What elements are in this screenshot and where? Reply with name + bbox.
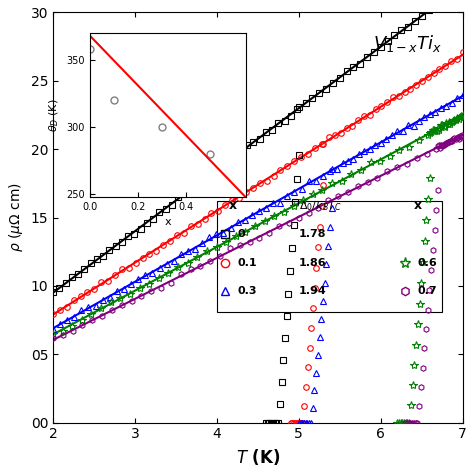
Text: 0.3: 0.3 [237,286,257,296]
Bar [217,201,442,312]
Text: x: x [413,200,422,212]
Text: 1.86: 1.86 [299,258,327,268]
Text: 0: 0 [237,229,245,239]
Text: 0.6: 0.6 [418,258,438,268]
X-axis label: $T$ (K): $T$ (K) [236,447,280,467]
Y-axis label: $\rho$ ($\mu\Omega$ cm): $\rho$ ($\mu\Omega$ cm) [7,182,25,253]
Text: x: x [229,200,237,212]
Text: $V_{1-x}Ti_x$: $V_{1-x}Ti_x$ [373,33,442,54]
Text: $\Delta_0/k_BT_C$: $\Delta_0/k_BT_C$ [299,200,342,213]
Text: 1.94: 1.94 [299,286,327,296]
Text: 0.7: 0.7 [418,286,437,296]
Text: 0.1: 0.1 [237,258,257,268]
Text: 1.78: 1.78 [299,229,326,239]
